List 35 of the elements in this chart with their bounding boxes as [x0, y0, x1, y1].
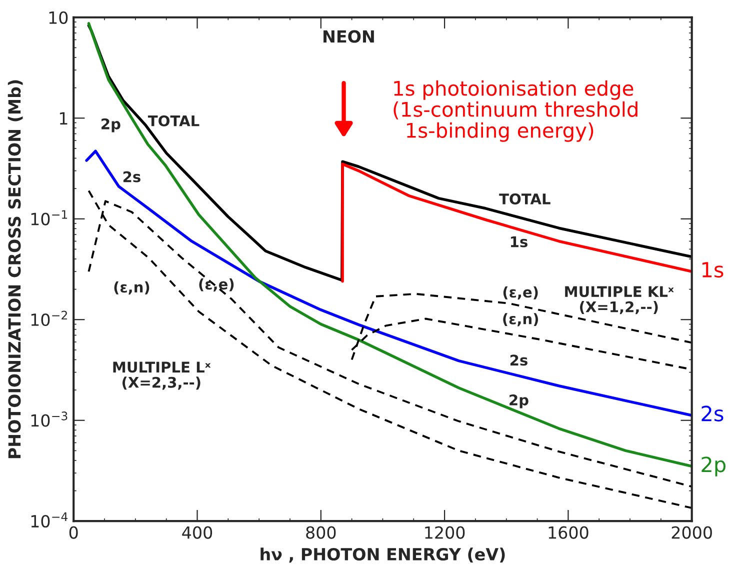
annotation: MULTIPLE KLˣ (X=1,2,--) — [565, 286, 674, 314]
series-label: 2s — [702, 406, 724, 422]
annotation: 2s — [123, 171, 140, 182]
line-series — [87, 22, 692, 468]
x-tick-label: 0 — [69, 526, 78, 539]
y-tick-label: 10$^{−4}$ — [31, 512, 68, 528]
annotation: MULTIPLE Lˣ (X=2,3,--) — [113, 362, 211, 390]
x-tick-label: 2000 — [672, 526, 712, 539]
x-tick-label: 1600 — [548, 526, 588, 539]
x-tick-label: 800 — [306, 526, 336, 539]
y-tick-label: 1 — [60, 112, 68, 124]
annotation: 1s photoionisation edge (1s-continuum threshold 1s-binding energy) — [394, 80, 638, 142]
x-tick-label: 1200 — [425, 526, 465, 539]
annotation: 2p — [510, 394, 528, 408]
y-axis-title: PHOTOIONIZATION CROSS SECTION (Mb) — [8, 80, 23, 458]
x-tick-label: 400 — [182, 526, 212, 539]
annotation: 2s — [510, 354, 528, 366]
y-tick-label: 10 — [49, 11, 68, 24]
annotation: (ε,e) — [503, 286, 538, 300]
series-label: 2p — [702, 456, 726, 476]
line-series — [341, 162, 692, 283]
annotation: 2p — [102, 118, 120, 132]
y-tick-label: 10$^{−2}$ — [31, 310, 67, 326]
x-axis-title: hν , PHOTON ENERGY (eV) — [260, 548, 505, 563]
annotation: TOTAL — [148, 115, 200, 126]
annotation: (ε,n) — [114, 281, 150, 294]
annotation: TOTAL — [499, 193, 550, 204]
y-tick-label: 10$^{−1}$ — [31, 210, 68, 226]
annotation: (ε,n) — [503, 313, 538, 326]
y-tick-label: 10$^{−3}$ — [31, 412, 68, 427]
annotation: 1s — [510, 236, 528, 248]
series-label: 1s — [702, 262, 724, 278]
annotation: (ε,e) — [199, 278, 234, 292]
text: NEON — [324, 30, 374, 43]
line-series — [85, 150, 692, 417]
